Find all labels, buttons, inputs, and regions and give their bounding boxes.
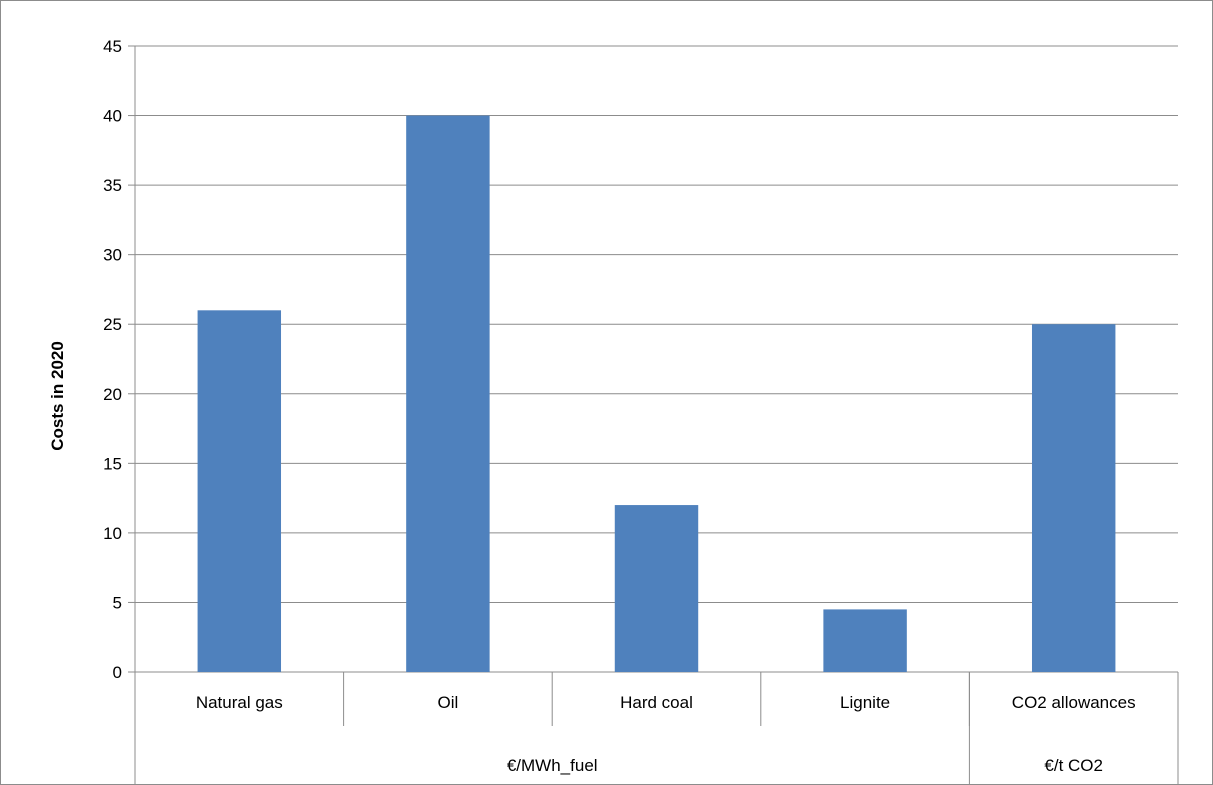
- bar: [614, 505, 699, 672]
- y-tick-labels: 0 5 10 15 20 25 30 35 40 45: [103, 37, 122, 682]
- y-tick-label: 0: [113, 663, 122, 682]
- group-label: €/MWh_fuel: [507, 756, 598, 775]
- y-tick-label: 25: [103, 315, 122, 334]
- gridlines: [128, 45, 1178, 673]
- bars: [197, 115, 1116, 673]
- y-tick-label: 10: [103, 524, 122, 543]
- group-label: €/t CO2: [1044, 756, 1103, 775]
- bar: [1031, 324, 1116, 672]
- x-axis: Natural gas Oil Hard coal Lignite CO2 allowa…: [134, 46, 1179, 785]
- x-tick-label: Hard coal: [620, 693, 693, 712]
- y-tick-label: 15: [103, 454, 122, 473]
- y-tick-label: 35: [103, 176, 122, 195]
- bar: [406, 115, 490, 673]
- y-tick-label: 30: [103, 246, 122, 265]
- y-tick-label: 5: [113, 593, 122, 612]
- y-axis-title: Costs in 2020: [48, 341, 67, 451]
- bar: [823, 609, 907, 672]
- y-tick-label: 40: [103, 107, 122, 126]
- x-tick-label: Natural gas: [196, 693, 283, 712]
- y-tick-label: 45: [103, 37, 122, 56]
- x-tick-label: Oil: [438, 693, 459, 712]
- x-tick-label: Lignite: [840, 693, 890, 712]
- y-tick-label: 20: [103, 385, 122, 404]
- x-tick-label: CO2 allowances: [1012, 693, 1136, 712]
- bar: [197, 310, 282, 672]
